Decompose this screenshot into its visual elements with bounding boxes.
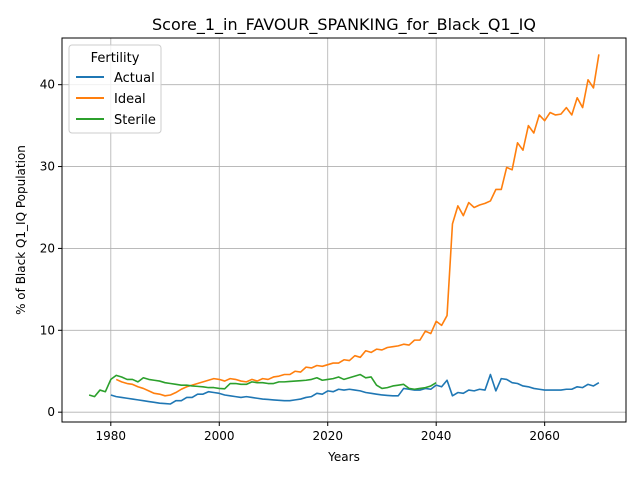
y-tick-label: 20 (40, 241, 55, 255)
grid-layer (62, 38, 626, 422)
legend-label-actual: Actual (114, 71, 155, 86)
chart-title: Score_1_in_FAVOUR_SPANKING_for_Black_Q1_… (152, 15, 536, 35)
legend-box (68, 44, 162, 134)
y-tick-label: 0 (47, 405, 55, 419)
legend-label-sterile: Sterile (114, 113, 156, 128)
plot-frame (61, 37, 627, 423)
x-tick-label: 1980 (96, 429, 127, 443)
y-tick-label: 40 (40, 78, 55, 92)
series-line-actual (110, 373, 600, 405)
legend: Fertility Actual Ideal Sterile (68, 44, 162, 134)
legend-label-ideal: Ideal (114, 92, 146, 107)
y-tick-label: 30 (40, 160, 55, 174)
series-line-sterile (88, 373, 437, 398)
series-line-ideal (115, 54, 600, 397)
y-tick-label: 10 (40, 323, 55, 337)
x-tick-label: 2020 (312, 429, 343, 443)
legend-title: Fertility (91, 51, 140, 66)
x-tick-label: 2000 (204, 429, 235, 443)
x-tick-label: 2060 (529, 429, 560, 443)
series-layer (88, 54, 600, 405)
x-tick-label: 2040 (421, 429, 452, 443)
x-axis-label: Years (327, 450, 360, 464)
tick-layer: 1980 2000 2020 2040 2060 0 10 20 30 40 (40, 78, 560, 443)
y-axis-label: % of Black Q1_IQ Population (14, 145, 28, 315)
